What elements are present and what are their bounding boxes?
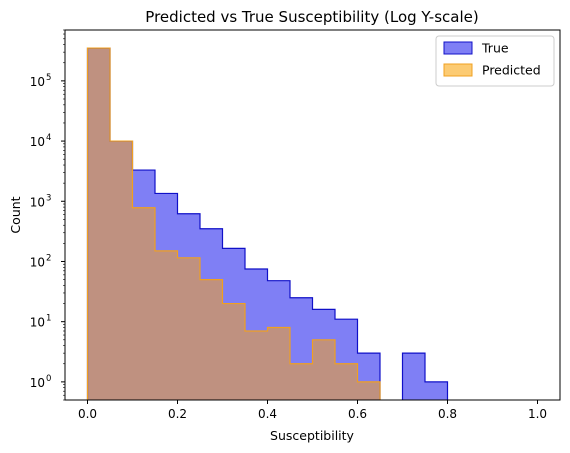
y-axis-label: Count (8, 196, 23, 233)
bar-overlap (357, 381, 381, 400)
bar-overlap (312, 339, 336, 400)
legend-swatch-predicted (443, 63, 473, 77)
y-tick-label: 10 (30, 195, 45, 209)
x-tick-label: 0.4 (258, 407, 277, 421)
bar-overlap (200, 279, 223, 400)
y-tick-label: 10 (30, 135, 45, 149)
x-tick-label: 1.0 (528, 407, 547, 421)
bar-overlap (245, 331, 268, 400)
legend-label-predicted: Predicted (482, 63, 541, 78)
y-tick-exponent: 3 (46, 193, 51, 203)
series-predicted-outline (86, 47, 381, 400)
chart-title: Predicted vs True Susceptibility (Log Y-… (145, 8, 478, 26)
bar-overlap (290, 363, 313, 400)
bar-overlap (177, 257, 201, 400)
y-tick-exponent: 2 (46, 253, 51, 263)
y-tick-label: 10 (30, 255, 45, 269)
bar-overlap (87, 48, 111, 400)
bar-overlap (335, 363, 358, 400)
y-tick-exponent: 5 (46, 73, 51, 83)
x-tick-label: 0.0 (78, 407, 97, 421)
legend: True Predicted (435, 35, 555, 87)
bar-true (425, 381, 448, 400)
bar-overlap (267, 327, 291, 400)
y-tick-exponent: 1 (46, 314, 51, 324)
x-axis-label: Susceptibility (270, 428, 354, 443)
bar-overlap (155, 250, 178, 400)
bar-true (402, 353, 426, 400)
x-tick-label: 0.2 (168, 407, 187, 421)
legend-swatch-true (443, 41, 473, 55)
x-tick-label: 0.8 (438, 407, 457, 421)
y-tick-exponent: 4 (46, 133, 51, 143)
plot-area (86, 47, 449, 400)
x-tick-label: 0.6 (348, 407, 367, 421)
y-tick-label: 10 (30, 316, 45, 330)
bar-overlap (132, 207, 156, 400)
bar-overlap (222, 303, 246, 400)
x-axis-ticks: 0.0 0.2 0.4 0.6 0.8 1.0 (78, 400, 547, 421)
legend-label-true: True (481, 41, 509, 56)
plot-frame (64, 29, 561, 401)
y-tick-exponent: 0 (46, 374, 51, 384)
y-tick-label: 10 (30, 75, 45, 89)
overlap-bars (87, 48, 381, 400)
y-tick-label: 10 (30, 376, 45, 390)
bar-overlap (110, 141, 133, 400)
